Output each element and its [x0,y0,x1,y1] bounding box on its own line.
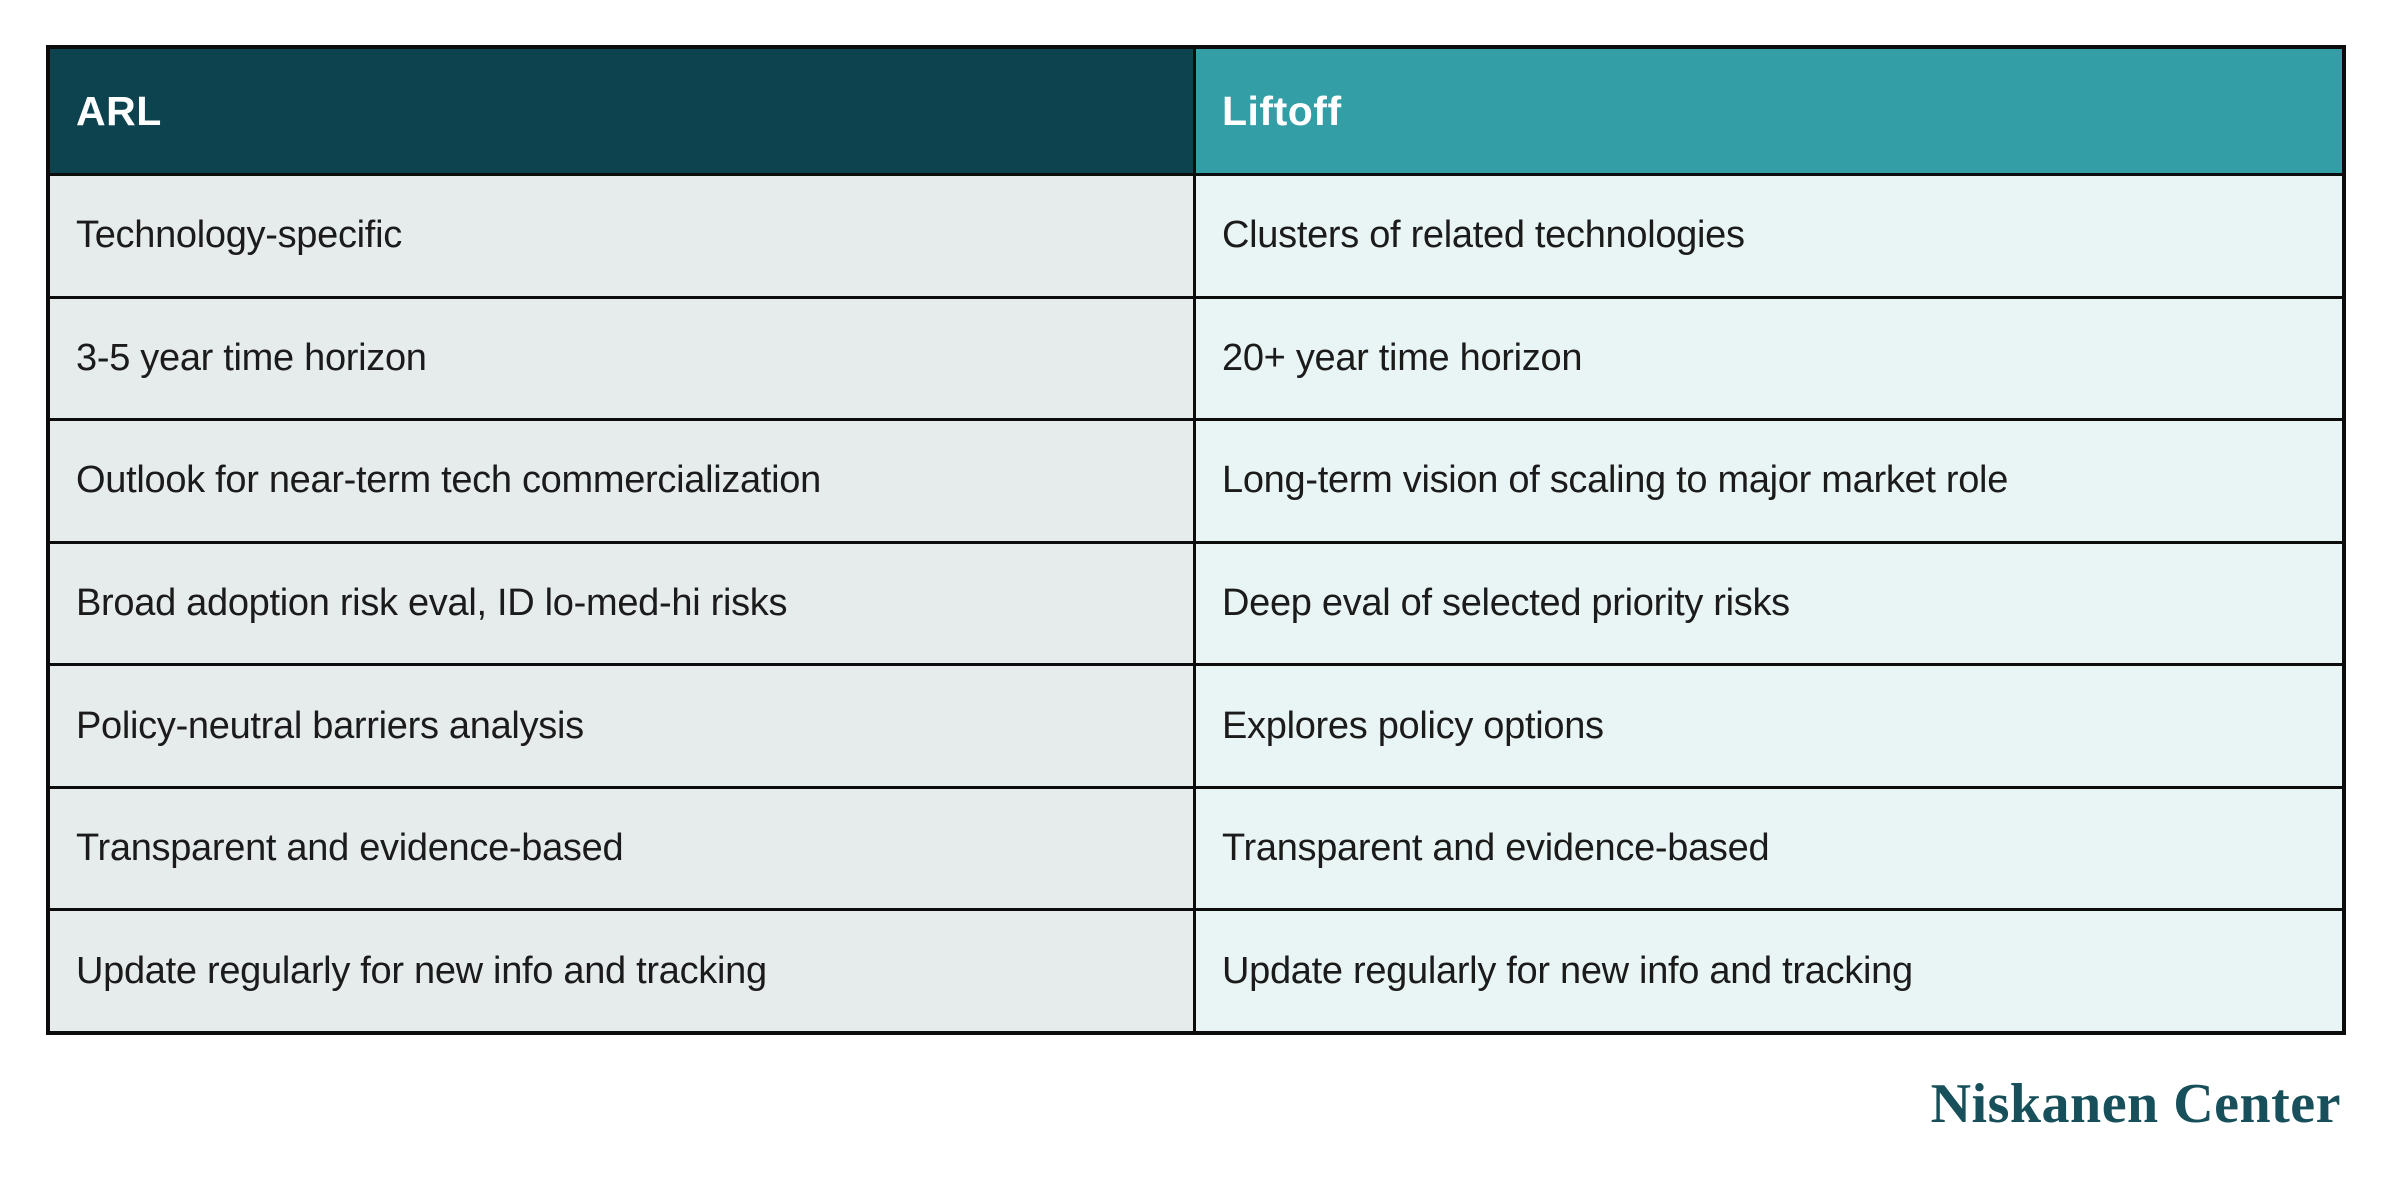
liftoff-cell: Clusters of related technologies [1196,176,2342,296]
liftoff-cell: Explores policy options [1196,666,2342,786]
liftoff-cell: Update regularly for new info and tracki… [1196,911,2342,1032]
table-row: 3-5 year time horizon 20+ year time horiz… [50,298,2342,422]
liftoff-cell: Transparent and evidence-based [1196,788,2342,909]
arl-cell: Broad adoption risk eval, ID lo-med-hi r… [50,543,1196,664]
liftoff-cell: 20+ year time horizon [1196,298,2342,419]
table-row: Policy-neutral barriers analysis Explores… [50,666,2342,789]
arl-cell: 3-5 year time horizon [50,298,1196,419]
table-row: Update regularly for new info and tracki… [50,911,2342,1032]
liftoff-cell: Deep eval of selected priority risks [1196,543,2342,664]
arl-header-cell: ARL [50,49,1196,176]
table-row: Broad adoption risk eval, ID lo-med-hi r… [50,543,2342,667]
table-header-row: ARL Liftoff [50,49,2342,176]
table-row: Transparent and evidence-based Transparen… [50,788,2342,912]
niskanen-center-logo: Niskanen Center [1930,1073,2341,1135]
table-row: Outlook for near-term tech commercializa… [50,421,2342,544]
liftoff-header-label: Liftoff [1222,87,1342,134]
arl-cell: Update regularly for new info and tracki… [50,911,1196,1032]
arl-cell: Technology-specific [50,176,1196,296]
arl-liftoff-comparison-table: ARL Liftoff Technology-specific Clusters … [46,45,2346,1035]
table-row: Technology-specific Clusters of related t… [50,176,2342,299]
arl-cell: Outlook for near-term tech commercializa… [50,421,1196,541]
arl-cell: Policy-neutral barriers analysis [50,666,1196,786]
arl-header-label: ARL [76,87,162,134]
liftoff-header-cell: Liftoff [1196,49,2342,176]
table-body: Technology-specific Clusters of related t… [50,176,2342,1032]
liftoff-cell: Long-term vision of scaling to major mar… [1196,421,2342,541]
arl-cell: Transparent and evidence-based [50,788,1196,909]
